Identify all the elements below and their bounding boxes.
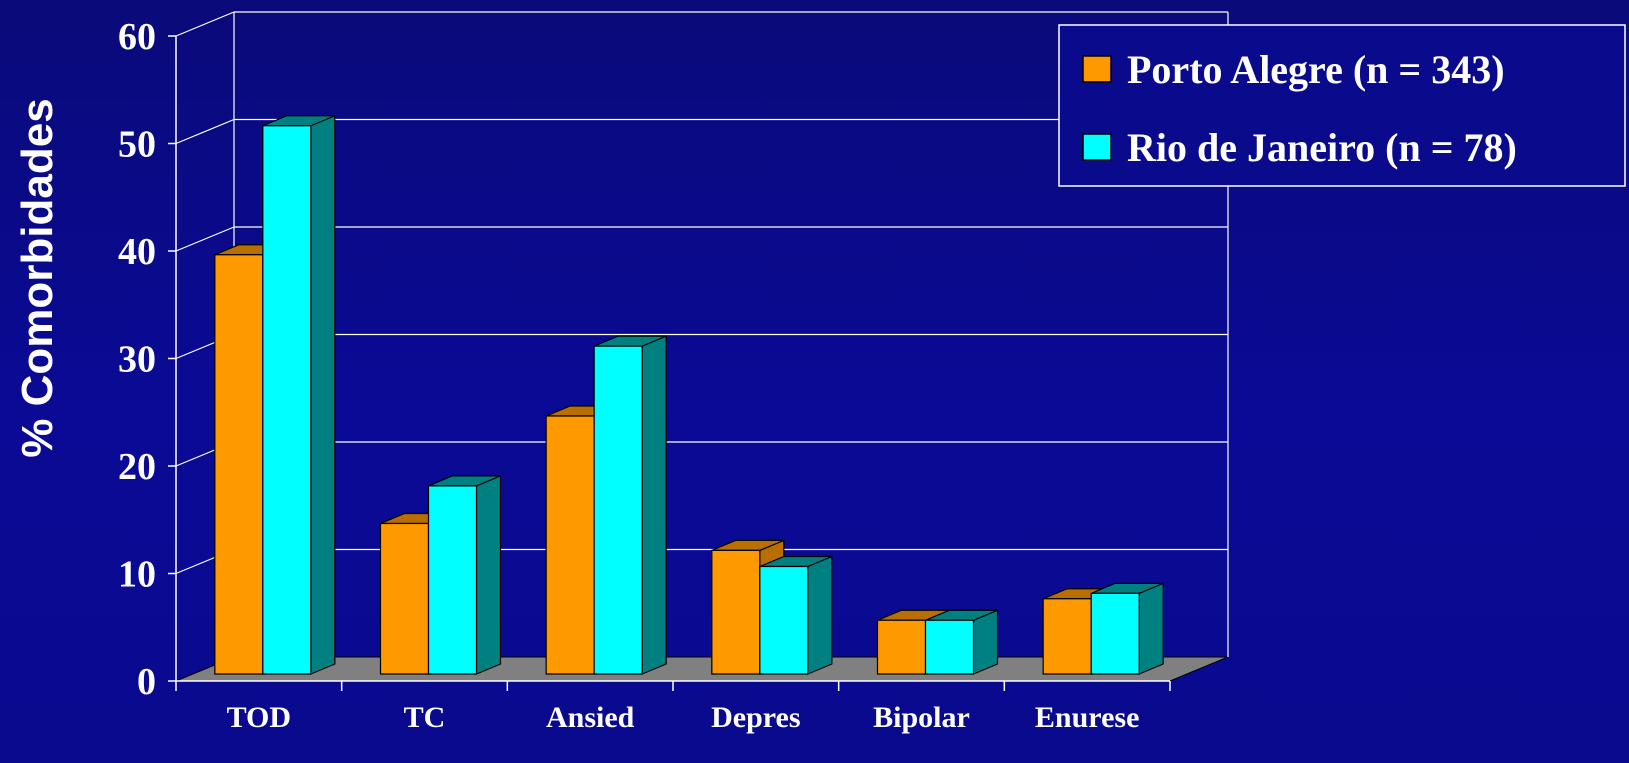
bar-front — [1090, 592, 1140, 675]
x-category-label: Depres — [711, 701, 800, 734]
y-tick-label: 30 — [118, 339, 156, 381]
bar-front — [427, 485, 478, 675]
bar-side — [641, 335, 667, 675]
x-category-label: Bipolar — [873, 701, 970, 734]
bar — [427, 474, 502, 675]
bar-front — [545, 415, 595, 675]
bar-front — [876, 619, 927, 675]
bar-front — [759, 565, 809, 675]
legend-box — [1058, 24, 1626, 187]
x-category-label: TOD — [227, 701, 291, 734]
legend-swatch — [1082, 55, 1112, 83]
legend-label: Rio de Janeiro (n = 78) — [1127, 125, 1517, 170]
y-tick-label: 10 — [118, 554, 156, 596]
axes — [168, 35, 1171, 691]
bars — [214, 114, 1164, 675]
bar-front — [1042, 598, 1092, 675]
y-tick-label: 60 — [118, 16, 156, 58]
bar-front — [214, 254, 264, 675]
y-axis-label: % Comorbidades — [13, 98, 62, 457]
bar — [924, 609, 999, 675]
bar-front — [379, 522, 430, 675]
bar-side — [972, 609, 999, 675]
gridline-side — [175, 226, 235, 252]
bar — [1090, 582, 1164, 675]
bar-front — [924, 619, 975, 675]
bar-side — [310, 114, 336, 675]
legend: Porto Alegre (n = 343) Rio de Janeiro (n … — [1058, 24, 1626, 187]
y-tick-label: 40 — [118, 231, 156, 273]
bar-side — [475, 474, 502, 675]
y-tick-label: 20 — [118, 446, 156, 488]
bar — [759, 555, 833, 675]
gridline-side — [175, 11, 235, 37]
bar-front — [711, 549, 761, 675]
y-tick-label: 50 — [118, 124, 156, 166]
bar-side — [1138, 582, 1164, 675]
bar — [593, 335, 667, 675]
axis-labels: % Comorbidades 0 10 20 30 40 50 60 TOD TC Ansied D… — [13, 16, 1139, 734]
legend-label: Porto Alegre (n = 343) — [1127, 47, 1505, 92]
legend-swatch — [1082, 133, 1112, 161]
bar-front — [593, 345, 643, 675]
bar-side — [807, 555, 833, 675]
y-tick-label: 0 — [137, 661, 156, 703]
bar — [262, 114, 336, 675]
x-category-label: TC — [404, 701, 446, 734]
x-category-label: Enurese — [1035, 701, 1139, 734]
gridline-side — [175, 118, 235, 145]
x-category-label: Ansied — [546, 701, 635, 734]
bar-front — [262, 125, 312, 675]
